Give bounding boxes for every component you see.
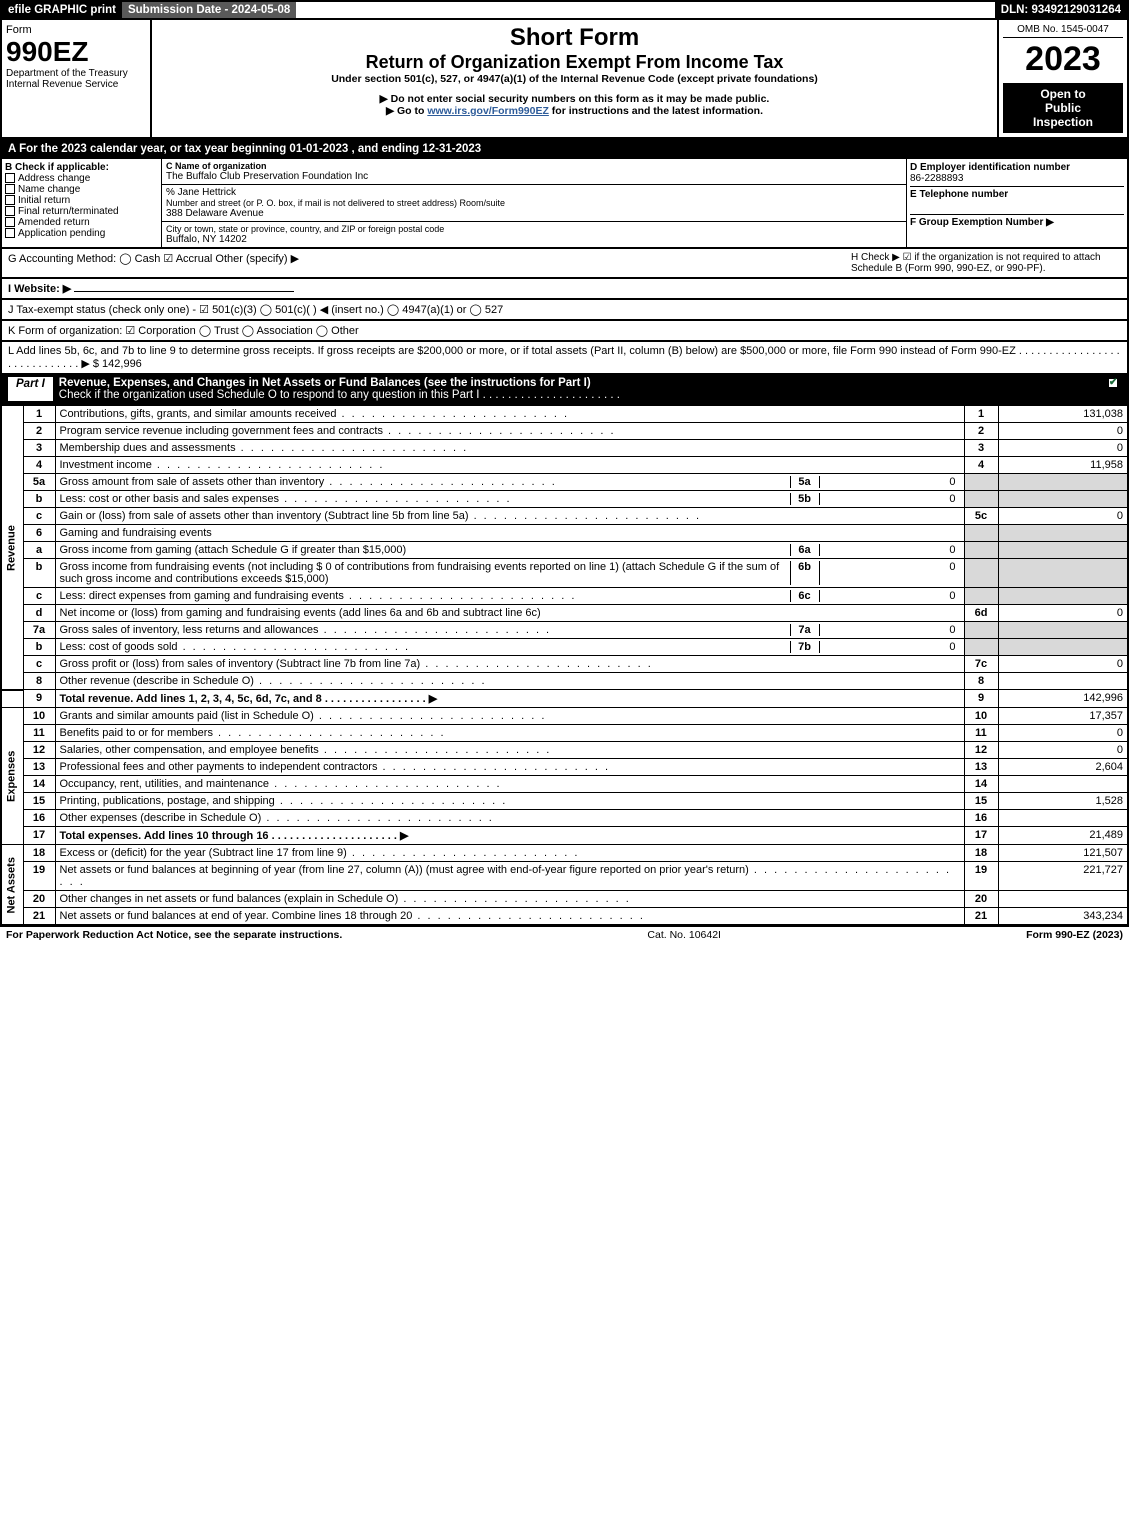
chk-amended[interactable]: Amended return <box>5 217 158 228</box>
vlabel-revenue: Revenue <box>1 406 23 690</box>
chk-final[interactable]: Final return/terminated <box>5 206 158 217</box>
open-line3: Inspection <box>1007 115 1119 129</box>
city: Buffalo, NY 14202 <box>166 234 902 245</box>
omb-number: OMB No. 1545-0047 <box>1003 24 1123 38</box>
note-goto-post: for instructions and the latest informat… <box>549 105 763 117</box>
website-label: I Website: ▶ <box>8 283 71 295</box>
lines-table: Revenue 1 Contributions, gifts, grants, … <box>0 405 1129 926</box>
row-l: L Add lines 5b, 6c, and 7b to line 9 to … <box>0 342 1129 375</box>
note-goto-pre: ▶ Go to <box>386 105 427 117</box>
under-section: Under section 501(c), 527, or 4947(a)(1)… <box>156 73 993 85</box>
footer-catno: Cat. No. 10642I <box>647 929 721 941</box>
header-right: OMB No. 1545-0047 2023 Open to Public In… <box>997 20 1127 137</box>
org-name-label: C Name of organization <box>166 161 902 171</box>
row-i: I Website: ▶ <box>0 279 1129 300</box>
form-header: Form 990EZ Department of the Treasury In… <box>0 20 1129 139</box>
part1-check[interactable] <box>1108 377 1121 401</box>
section-a: A For the 2023 calendar year, or tax yea… <box>0 139 1129 159</box>
group-label: F Group Exemption Number ▶ <box>910 214 1124 228</box>
chk-name[interactable]: Name change <box>5 184 158 195</box>
l1-num: 1 <box>23 406 55 423</box>
dept-irs: Internal Revenue Service <box>6 79 146 90</box>
h-schedule-b: H Check ▶ ☑ if the organization is not r… <box>851 252 1121 274</box>
top-bar: efile GRAPHIC print Submission Date - 20… <box>0 0 1129 20</box>
part1-header: Part I Revenue, Expenses, and Changes in… <box>0 375 1129 405</box>
footer: For Paperwork Reduction Act Notice, see … <box>0 926 1129 943</box>
form-number: 990EZ <box>6 36 146 68</box>
open-line2: Public <box>1007 101 1119 115</box>
note-ssn: ▶ Do not enter social security numbers o… <box>156 93 993 105</box>
street: 388 Delaware Avenue <box>166 208 902 219</box>
dept-treasury: Department of the Treasury <box>6 68 146 79</box>
dln: DLN: 93492129031264 <box>995 2 1127 18</box>
row-j: J Tax-exempt status (check only one) - ☑… <box>0 300 1129 321</box>
form-word: Form <box>6 24 146 36</box>
col-b-title: B Check if applicable: <box>5 162 158 173</box>
chk-pending[interactable]: Application pending <box>5 228 158 239</box>
website-field[interactable] <box>74 291 294 292</box>
open-line1: Open to <box>1007 87 1119 101</box>
col-b: B Check if applicable: Address change Na… <box>2 159 162 247</box>
org-name: The Buffalo Club Preservation Foundation… <box>166 171 902 182</box>
city-label: City or town, state or province, country… <box>166 224 902 234</box>
row-k: K Form of organization: ☑ Corporation ◯ … <box>0 321 1129 342</box>
row-g-h: G Accounting Method: ◯ Cash ☑ Accrual Ot… <box>0 249 1129 279</box>
footer-right: Form 990-EZ (2023) <box>1026 929 1123 941</box>
l1-amt: 131,038 <box>998 406 1128 423</box>
open-inspection: Open to Public Inspection <box>1003 83 1123 133</box>
submission-date: Submission Date - 2024-05-08 <box>122 2 296 18</box>
phone-label: E Telephone number <box>910 186 1124 200</box>
note-goto: ▶ Go to www.irs.gov/Form990EZ for instru… <box>156 105 993 117</box>
chk-initial[interactable]: Initial return <box>5 195 158 206</box>
chk-address[interactable]: Address change <box>5 173 158 184</box>
info-block: B Check if applicable: Address change Na… <box>0 159 1129 249</box>
efile-label: efile GRAPHIC print <box>2 2 122 18</box>
vlabel-expenses: Expenses <box>1 708 23 845</box>
part1-title: Revenue, Expenses, and Changes in Net As… <box>59 377 620 389</box>
vlabel-netassets: Net Assets <box>1 845 23 926</box>
footer-left: For Paperwork Reduction Act Notice, see … <box>6 929 342 941</box>
street-label: Number and street (or P. O. box, if mail… <box>166 198 902 208</box>
ein-label: D Employer identification number <box>910 162 1124 173</box>
tax-year: 2023 <box>1003 40 1123 79</box>
irs-link[interactable]: www.irs.gov/Form990EZ <box>427 105 549 117</box>
accounting-method: G Accounting Method: ◯ Cash ☑ Accrual Ot… <box>8 252 299 274</box>
part1-label: Part I <box>8 377 53 401</box>
header-center: Short Form Return of Organization Exempt… <box>152 20 997 137</box>
col-c: C Name of organization The Buffalo Club … <box>162 159 907 247</box>
l1-ln: 1 <box>964 406 998 423</box>
part1-subtitle: Check if the organization used Schedule … <box>59 389 620 401</box>
care-of: % Jane Hettrick <box>166 187 902 198</box>
return-title: Return of Organization Exempt From Incom… <box>156 52 993 73</box>
ein: 86-2288893 <box>910 173 1124 184</box>
short-form-title: Short Form <box>156 24 993 52</box>
col-d: D Employer identification number 86-2288… <box>907 159 1127 247</box>
l1-desc: Contributions, gifts, grants, and simila… <box>55 406 964 423</box>
header-left: Form 990EZ Department of the Treasury In… <box>2 20 152 137</box>
